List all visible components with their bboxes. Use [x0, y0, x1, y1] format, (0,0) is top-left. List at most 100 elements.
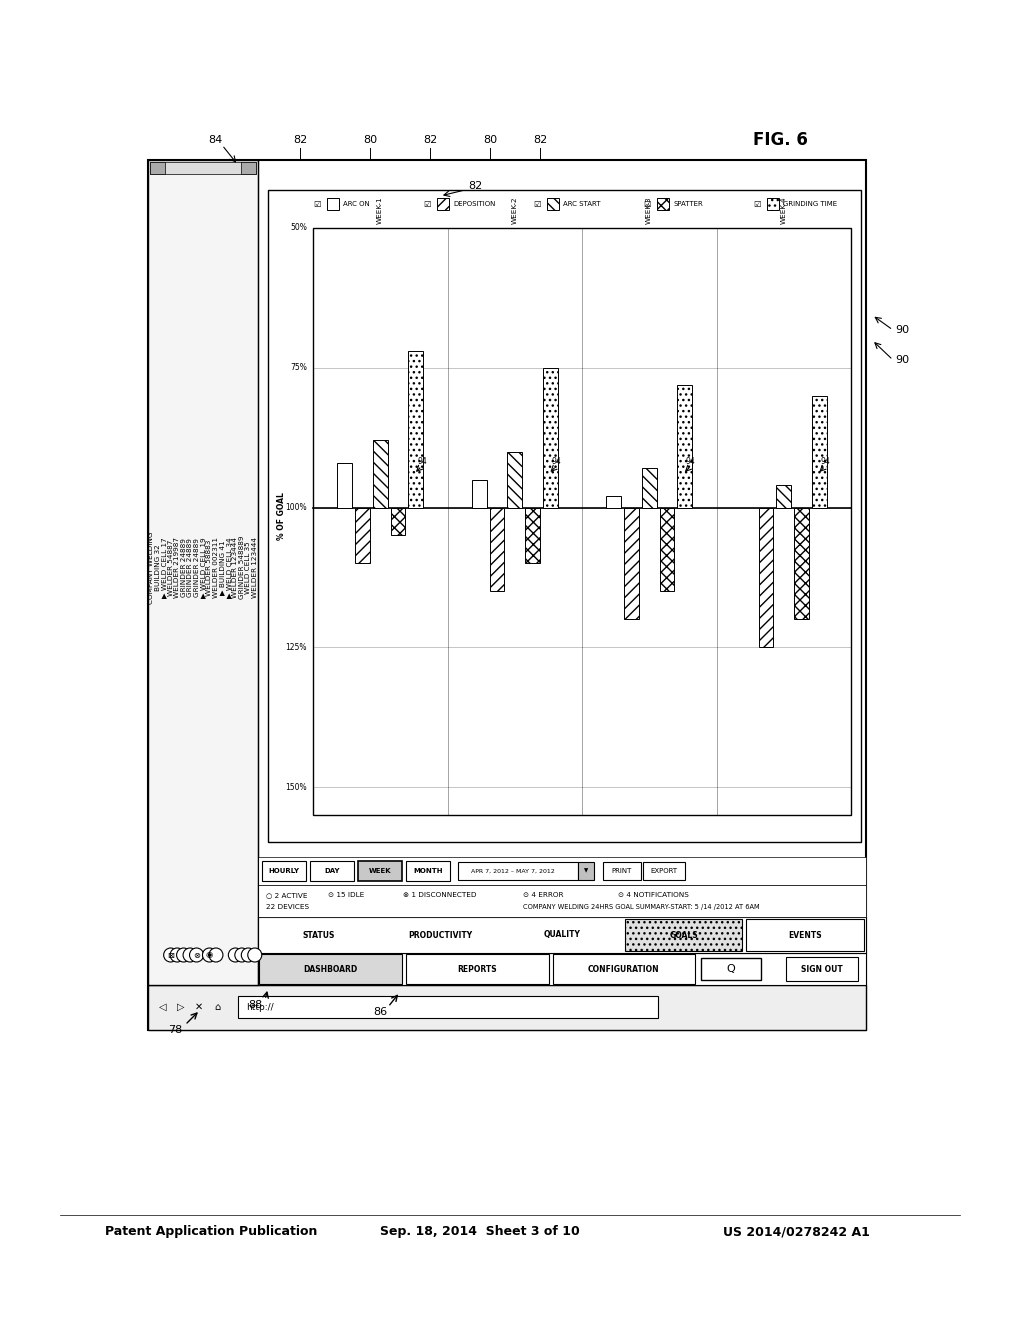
Bar [186, 160, 194, 985]
Bar [525, 507, 540, 564]
Circle shape [170, 948, 184, 962]
Text: 22 DEVICES: 22 DEVICES [266, 904, 309, 909]
Text: WELDER 123444: WELDER 123444 [252, 537, 258, 598]
Bar [148, 160, 258, 985]
Text: DASHBOARD: DASHBOARD [303, 965, 357, 974]
Text: 82: 82 [423, 135, 437, 145]
Text: SIGN OUT: SIGN OUT [801, 965, 843, 974]
Text: CONFIGURATION: CONFIGURATION [588, 965, 659, 974]
Text: US 2014/0278242 A1: US 2014/0278242 A1 [723, 1225, 870, 1238]
Text: 82: 82 [293, 135, 307, 145]
Text: GRINDER 24889: GRINDER 24889 [180, 539, 186, 597]
Circle shape [183, 948, 197, 962]
Text: COMPANY WELDING: COMPANY WELDING [148, 531, 155, 603]
Bar [355, 507, 370, 564]
Text: GRINDING TIME: GRINDING TIME [783, 201, 838, 207]
Text: ⊠: ⊠ [167, 950, 174, 960]
Bar [313, 228, 851, 814]
Text: http://: http:// [246, 1002, 273, 1011]
Bar [238, 997, 658, 1018]
Text: QUALITY: QUALITY [544, 931, 581, 940]
Text: 150%: 150% [286, 783, 307, 792]
Bar [657, 198, 669, 210]
Bar [262, 861, 306, 880]
Bar [406, 861, 450, 880]
Circle shape [242, 948, 255, 962]
Text: STATUS: STATUS [303, 931, 335, 940]
Bar [603, 862, 641, 880]
Bar [148, 160, 155, 985]
Bar [310, 861, 354, 880]
Bar [258, 857, 866, 884]
Bar [547, 198, 559, 210]
Text: DAY: DAY [325, 869, 340, 874]
Text: Q: Q [727, 964, 735, 974]
Text: 94: 94 [417, 458, 427, 466]
Bar [390, 507, 406, 536]
Text: FIG. 6: FIG. 6 [753, 131, 808, 149]
Circle shape [189, 948, 204, 962]
Bar [472, 479, 486, 507]
Text: GOALS: GOALS [670, 931, 698, 940]
Bar [148, 160, 866, 1030]
Bar [409, 351, 423, 507]
Bar [553, 954, 695, 983]
Bar [259, 954, 401, 983]
Bar [150, 162, 165, 174]
Text: WEEK: WEEK [369, 869, 391, 874]
Text: ⊗: ⊗ [194, 950, 200, 960]
Circle shape [248, 948, 262, 962]
Text: ▶ WELD CELL 34: ▶ WELD CELL 34 [226, 537, 231, 598]
Text: Patent Application Publication: Patent Application Publication [105, 1225, 317, 1238]
Bar [148, 985, 866, 1030]
Text: 80: 80 [362, 135, 377, 145]
Bar [406, 954, 549, 983]
Text: ☑: ☑ [313, 199, 321, 209]
Text: EXPORT: EXPORT [650, 869, 678, 874]
Bar [759, 507, 773, 647]
Circle shape [176, 948, 190, 962]
Text: 88: 88 [248, 1001, 262, 1010]
Text: PRINT: PRINT [611, 869, 632, 874]
Text: WELDER 123444: WELDER 123444 [232, 537, 239, 598]
Text: ⊙ 4 NOTIFICATIONS: ⊙ 4 NOTIFICATIONS [618, 892, 689, 898]
Bar [624, 507, 639, 619]
Text: 90: 90 [895, 325, 909, 335]
Bar [746, 919, 864, 950]
Circle shape [164, 948, 177, 962]
Text: ARC ON: ARC ON [343, 201, 370, 207]
Bar [795, 507, 809, 619]
Bar [358, 861, 402, 880]
Text: GRINDER 548889: GRINDER 548889 [239, 536, 245, 599]
Bar [327, 198, 339, 210]
Text: WEEK-4: WEEK-4 [780, 197, 786, 224]
Bar [252, 160, 258, 985]
Text: ⊙ 15 IDLE: ⊙ 15 IDLE [328, 892, 365, 898]
Text: DEPOSITION: DEPOSITION [453, 201, 496, 207]
Text: ◉: ◉ [206, 950, 213, 960]
Text: ▶ WELD CELL 17: ▶ WELD CELL 17 [161, 537, 167, 598]
Bar [258, 884, 866, 917]
Text: REPORTS: REPORTS [458, 965, 497, 974]
Text: 125%: 125% [286, 643, 307, 652]
Bar [258, 953, 866, 985]
Text: ▶ WELD CELL 19: ▶ WELD CELL 19 [200, 537, 206, 598]
Text: ○ 2 ACTIVE: ○ 2 ACTIVE [266, 892, 307, 898]
Text: ☑: ☑ [753, 199, 761, 209]
Bar [812, 396, 826, 507]
Text: PRODUCTIVITY: PRODUCTIVITY [409, 931, 472, 940]
Text: WELDER 002311: WELDER 002311 [213, 537, 219, 598]
Bar [701, 958, 761, 979]
Text: APR 7, 2012 – MAY 7, 2012: APR 7, 2012 – MAY 7, 2012 [471, 869, 555, 874]
Text: GRINDER 24889: GRINDER 24889 [194, 539, 200, 597]
Text: ⊙ 4 ERROR: ⊙ 4 ERROR [523, 892, 563, 898]
Bar [373, 441, 388, 507]
Text: WELDER 219987: WELDER 219987 [174, 537, 180, 598]
Text: COMPANY WELDING 24HRS GOAL SUMMARY-START: 5 /14 /2012 AT 6AM: COMPANY WELDING 24HRS GOAL SUMMARY-START… [523, 904, 760, 909]
Text: 78: 78 [168, 1026, 182, 1035]
Circle shape [209, 948, 223, 962]
Bar [150, 162, 256, 174]
Bar [241, 162, 256, 174]
Text: Sep. 18, 2014  Sheet 3 of 10: Sep. 18, 2014 Sheet 3 of 10 [380, 1225, 580, 1238]
Bar [437, 198, 449, 210]
